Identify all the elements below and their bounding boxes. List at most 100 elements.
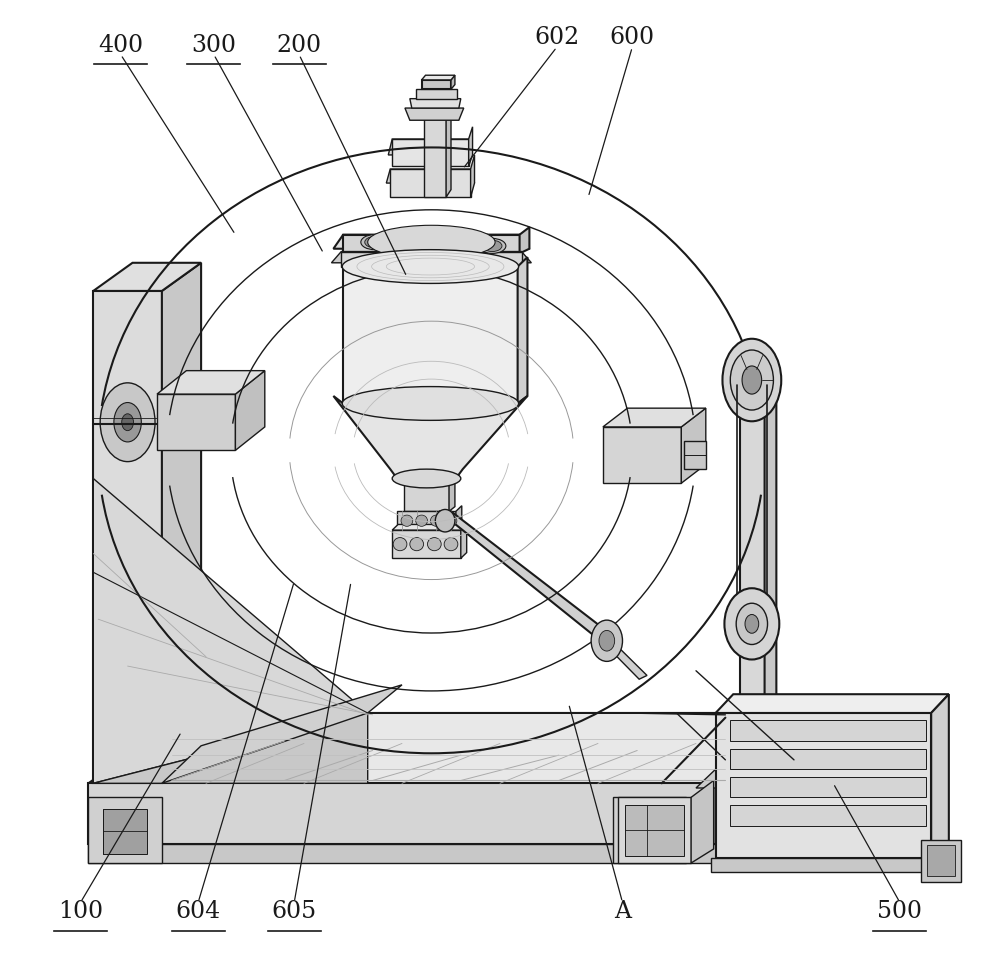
Ellipse shape [736, 603, 768, 644]
Polygon shape [390, 169, 471, 197]
Polygon shape [794, 701, 812, 760]
Ellipse shape [114, 403, 141, 442]
Polygon shape [88, 713, 814, 783]
Polygon shape [157, 370, 265, 394]
Ellipse shape [427, 538, 441, 550]
Ellipse shape [452, 234, 479, 250]
Polygon shape [404, 483, 449, 511]
Ellipse shape [444, 538, 458, 550]
Text: 300: 300 [191, 33, 236, 56]
Polygon shape [424, 118, 446, 197]
Polygon shape [716, 713, 814, 844]
Polygon shape [343, 267, 518, 404]
Ellipse shape [478, 238, 506, 254]
Polygon shape [341, 252, 522, 267]
Polygon shape [93, 263, 201, 291]
Ellipse shape [730, 350, 773, 410]
Polygon shape [88, 783, 716, 844]
Polygon shape [716, 713, 931, 858]
Text: 100: 100 [58, 901, 103, 924]
Ellipse shape [392, 233, 412, 244]
Polygon shape [397, 511, 456, 530]
Polygon shape [725, 701, 812, 718]
Polygon shape [410, 99, 461, 108]
Polygon shape [618, 797, 691, 863]
Text: A: A [614, 901, 631, 924]
Polygon shape [684, 441, 706, 469]
Polygon shape [725, 718, 794, 760]
Ellipse shape [100, 383, 155, 461]
Polygon shape [93, 478, 368, 783]
Ellipse shape [416, 515, 427, 526]
Polygon shape [740, 385, 765, 718]
Polygon shape [103, 809, 147, 854]
Ellipse shape [388, 231, 416, 246]
Polygon shape [716, 694, 949, 713]
Polygon shape [927, 845, 955, 877]
Polygon shape [422, 76, 455, 79]
Ellipse shape [342, 387, 519, 420]
Polygon shape [416, 89, 457, 99]
Polygon shape [711, 858, 941, 873]
Ellipse shape [122, 413, 133, 431]
Polygon shape [730, 748, 926, 769]
Ellipse shape [722, 339, 781, 421]
Polygon shape [392, 524, 467, 530]
Polygon shape [343, 234, 520, 254]
Ellipse shape [426, 233, 446, 244]
Polygon shape [608, 644, 647, 679]
Polygon shape [93, 713, 368, 783]
Ellipse shape [482, 240, 502, 252]
Polygon shape [235, 370, 265, 451]
Ellipse shape [401, 515, 413, 526]
Polygon shape [422, 79, 451, 89]
Polygon shape [388, 139, 473, 155]
Polygon shape [469, 126, 473, 167]
Ellipse shape [365, 236, 384, 248]
Ellipse shape [599, 631, 615, 651]
Text: 500: 500 [877, 901, 922, 924]
Ellipse shape [430, 515, 442, 526]
Polygon shape [691, 781, 714, 863]
Ellipse shape [368, 225, 495, 259]
Polygon shape [520, 227, 529, 254]
Polygon shape [392, 139, 469, 167]
Polygon shape [740, 375, 776, 385]
Polygon shape [333, 234, 529, 249]
Polygon shape [765, 375, 776, 718]
Ellipse shape [435, 509, 455, 532]
Polygon shape [518, 257, 527, 404]
Polygon shape [730, 777, 926, 797]
Ellipse shape [342, 250, 519, 283]
Ellipse shape [724, 589, 779, 659]
Polygon shape [730, 805, 926, 826]
Polygon shape [404, 478, 455, 483]
Polygon shape [696, 760, 794, 788]
Polygon shape [730, 721, 926, 741]
Polygon shape [613, 797, 686, 863]
Text: 602: 602 [534, 26, 579, 49]
Polygon shape [162, 685, 402, 783]
Polygon shape [162, 263, 201, 783]
Polygon shape [625, 805, 684, 856]
Polygon shape [93, 291, 162, 783]
Polygon shape [451, 76, 455, 89]
Ellipse shape [742, 366, 762, 394]
Polygon shape [941, 844, 959, 873]
Text: 604: 604 [176, 901, 221, 924]
Polygon shape [681, 408, 706, 483]
Polygon shape [331, 252, 531, 263]
Polygon shape [471, 155, 475, 197]
Polygon shape [461, 524, 467, 558]
Polygon shape [603, 408, 706, 427]
Polygon shape [88, 797, 162, 863]
Ellipse shape [591, 620, 622, 661]
Polygon shape [439, 511, 616, 643]
Text: 400: 400 [98, 33, 143, 56]
Polygon shape [333, 396, 527, 478]
Ellipse shape [745, 614, 759, 634]
Polygon shape [392, 530, 461, 558]
Polygon shape [386, 169, 475, 183]
Polygon shape [921, 839, 961, 881]
Polygon shape [157, 394, 235, 451]
